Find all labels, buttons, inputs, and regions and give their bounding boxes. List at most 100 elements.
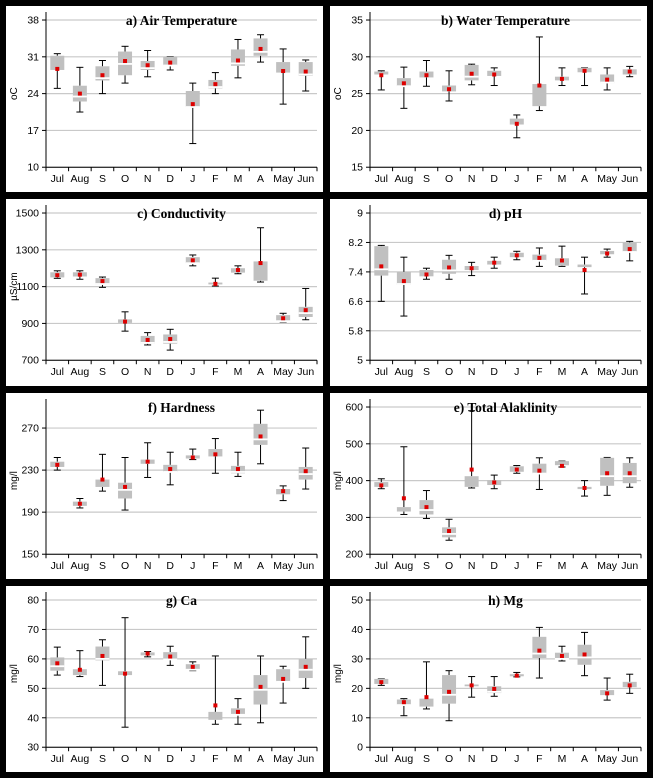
y-axis-label: oC [333, 87, 344, 100]
median-line [298, 312, 313, 315]
y-tick-label: 31 [27, 51, 39, 63]
mean-marker [582, 68, 587, 73]
mean-marker [514, 253, 519, 258]
x-tick-label: S [99, 173, 106, 185]
box-a-O [118, 45, 133, 84]
mean-marker [213, 703, 218, 708]
median-line [230, 470, 245, 473]
box-g-F [208, 655, 223, 725]
box-a-F [208, 72, 223, 95]
box-d-May [600, 248, 615, 258]
mean-marker [424, 272, 429, 277]
y-tick-label: 300 [345, 511, 363, 523]
box-e-F [532, 456, 547, 490]
x-tick-label: M [558, 366, 567, 378]
y-tick-label: 400 [345, 475, 363, 487]
x-tick-label: May [597, 560, 618, 572]
boxplot-svg: 700 900 1100 1300 1500 Jul Aug S O N D J F M A May Jun c)… [9, 205, 318, 378]
mean-marker [401, 495, 406, 500]
mean-marker [514, 467, 519, 472]
x-tick-label: Aug [71, 366, 90, 378]
mean-marker [55, 661, 60, 666]
y-tick-label: 5 [357, 355, 363, 367]
box-d-M [554, 245, 569, 268]
x-tick-label: D [490, 366, 498, 378]
iqr-box [276, 668, 291, 682]
median-line [298, 668, 313, 671]
median-line [185, 106, 200, 108]
box-b-S [419, 60, 434, 87]
mean-marker [401, 81, 406, 86]
y-tick-label: 40 [27, 712, 39, 724]
box-c-Aug [72, 270, 87, 281]
panel-title: c) Conductivity [137, 206, 226, 221]
box-e-Aug [396, 445, 411, 515]
median-line [276, 680, 291, 683]
mean-marker [145, 459, 150, 464]
box-c-F [208, 277, 223, 287]
x-tick-label: O [445, 366, 453, 378]
x-tick-label: A [581, 173, 588, 185]
box-c-J [185, 254, 200, 267]
y-tick-label: 5.8 [348, 326, 363, 338]
mean-marker [514, 673, 519, 678]
mean-marker [281, 676, 286, 681]
mean-marker [379, 679, 384, 684]
panel-h: 0 10 20 30 40 50 Jul Aug S O N D J F M A May Jun h) Mg mg/l [330, 585, 647, 772]
box-b-A [577, 67, 592, 87]
mean-marker [77, 501, 82, 506]
x-tick-label: J [190, 366, 195, 378]
y-tick-label: 600 [345, 401, 363, 413]
median-line [532, 652, 547, 655]
mean-marker [190, 258, 195, 263]
box-c-Jul [50, 270, 65, 280]
x-tick-label: May [273, 366, 294, 378]
boxplot-svg: 5 5.8 6.6 7.4 8.2 9 Jul Aug S O N D J F M A May Jun d) pH [348, 205, 642, 378]
y-tick-label: 20 [351, 683, 363, 695]
x-tick-label: Jun [621, 173, 638, 185]
mean-marker [281, 488, 286, 493]
box-g-Aug [72, 649, 87, 677]
box-h-M [554, 645, 569, 662]
iqr-box [509, 118, 524, 125]
median-line [95, 77, 110, 80]
box-b-May [600, 67, 615, 91]
median-line [396, 85, 411, 88]
panel-d: 5 5.8 6.6 7.4 8.2 9 Jul Aug S O N D J F M A May Jun d) pH [330, 199, 647, 386]
iqr-box [253, 423, 268, 445]
box-b-N [464, 63, 479, 86]
x-tick-label: Jun [297, 560, 314, 572]
x-tick-label: S [423, 753, 430, 765]
x-tick-label: D [166, 366, 174, 378]
x-tick-label: M [558, 753, 567, 765]
mean-marker [537, 83, 542, 88]
box-c-Jun [298, 288, 313, 321]
mean-marker [559, 653, 564, 658]
mean-marker [605, 691, 610, 696]
mean-marker [258, 684, 263, 689]
box-h-F [532, 626, 547, 679]
median-line [532, 472, 547, 474]
box-c-S [95, 276, 110, 289]
x-tick-label: Jul [375, 560, 388, 572]
y-tick-label: 70 [27, 624, 39, 636]
mean-marker [537, 648, 542, 653]
x-tick-label: F [212, 560, 218, 572]
mean-marker [190, 454, 195, 459]
iqr-box [554, 460, 569, 465]
y-axis-label: µS/cm [9, 273, 20, 302]
median-line [230, 713, 245, 716]
x-tick-label: Jul [51, 366, 64, 378]
x-tick-label: Jul [51, 753, 64, 765]
x-tick-label: May [273, 753, 294, 765]
box-a-A [253, 34, 268, 63]
iqr-box [276, 62, 291, 73]
box-e-S [419, 489, 434, 519]
mean-marker [213, 82, 218, 87]
x-tick-label: M [234, 753, 243, 765]
panel-title: g) Ca [166, 593, 197, 608]
panel-title: f) Hardness [148, 400, 215, 415]
mean-marker [424, 73, 429, 78]
mean-marker [605, 77, 610, 82]
